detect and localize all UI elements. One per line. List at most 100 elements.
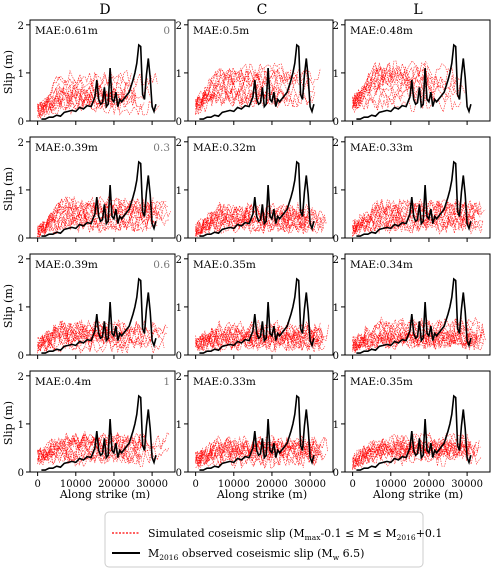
panel-frame: [187, 19, 334, 122]
mae-label: MAE:0.61m: [35, 25, 98, 37]
simulated-slip-line: [37, 335, 165, 355]
panel-frame: [29, 370, 176, 473]
panel-c-row-3: 0 1 2 0 10000 20000 30000 MAE:0.33m: [176, 370, 334, 490]
simulated-slip-line: [37, 435, 142, 465]
simulated-slip-line: [195, 215, 313, 238]
simulated-slip-line: [37, 214, 155, 238]
panel-c-row-2: 0 1 2 MAE:0.35m: [176, 253, 334, 362]
y-tick-label: 1: [18, 69, 24, 80]
simulated-slip-line: [352, 331, 473, 354]
panel-frame: [29, 19, 176, 122]
simulated-slip-line: [37, 336, 142, 355]
simulated-slip-line: [352, 71, 411, 109]
mae-label: MAE:0.39m: [35, 259, 98, 271]
x-tick-label: 0: [34, 479, 40, 490]
simulated-slip-line: [195, 89, 316, 115]
mae-label: MAE:0.33m: [350, 142, 413, 154]
y-tick-label: 2: [333, 255, 339, 266]
y-tick-label: 2: [18, 138, 24, 149]
xlabel-col-c: Along strike (m): [216, 488, 307, 501]
simulated-slip-line: [37, 446, 170, 465]
y-tick-label: 1: [176, 69, 182, 80]
row-tag-label: 0.6: [153, 259, 170, 271]
y-tick-label: 1: [176, 186, 182, 197]
simulated-slip-line: [195, 451, 324, 470]
panel-d-row-1: 0 1 2 MAE:0.39m 0.3: [18, 136, 176, 245]
simulated-slip-line: [37, 90, 136, 116]
x-tick-label: 30000: [451, 479, 483, 490]
simulated-slip-line: [37, 449, 151, 468]
observed-slip-line: [199, 394, 315, 471]
observed-slip-line: [356, 277, 472, 354]
simulated-slip-line: [352, 213, 476, 232]
panel-d-row-2: 0 1 2 MAE:0.39m 0.6: [18, 253, 176, 362]
simulated-slip-line: [37, 200, 169, 234]
y-tick-label: 0: [176, 468, 182, 479]
observed-slip-line: [41, 43, 157, 120]
simulated-slip-line: [195, 437, 312, 467]
simulated-slip-line: [37, 90, 92, 117]
observed-slip-line: [41, 160, 157, 237]
simulated-slip-line: [352, 67, 462, 107]
simulated-slip-line: [37, 204, 171, 238]
y-tick-label: 2: [176, 21, 182, 32]
simulated-slip-line: [352, 210, 484, 234]
simulated-slip-line: [352, 74, 455, 108]
simulated-slip-line: [352, 331, 478, 352]
simulated-slip-line: [195, 91, 313, 113]
y-tick-label: 1: [18, 186, 24, 197]
y-tick-label: 0: [333, 468, 339, 479]
mae-label: MAE:0.32m: [193, 142, 256, 154]
simulated-slip-line: [195, 434, 329, 462]
simulated-slip-line: [195, 67, 321, 104]
simulated-slip-line: [195, 449, 327, 467]
ylabel-row-2: Slip (m): [2, 284, 15, 328]
simulated-slip-line: [37, 212, 158, 235]
x-tick-label: 0: [192, 479, 198, 490]
simulated-slip-line: [37, 431, 170, 463]
y-tick-label: 1: [176, 303, 182, 314]
simulated-slip-line: [37, 333, 143, 351]
panel-l-row-3: 0 1 2 0 10000 20000 30000 MAE:0.35m: [333, 370, 491, 490]
simulated-slip-line: [195, 78, 315, 111]
y-tick-label: 0: [18, 117, 24, 128]
y-tick-label: 1: [18, 303, 24, 314]
panel-d-row-0: 0 1 2 MAE:0.61m 0: [18, 19, 176, 128]
legend-box: [104, 511, 424, 568]
simulated-slip-line: [195, 443, 320, 463]
x-tick-label: 30000: [294, 479, 326, 490]
simulated-slip-line: [352, 439, 471, 466]
simulated-slip-line: [352, 75, 459, 109]
simulated-slip-line: [352, 75, 433, 109]
simulated-slip-line: [37, 210, 169, 236]
panel-c-row-1: 0 1 2 MAE:0.32m: [176, 136, 334, 245]
simulated-slip-line: [352, 216, 477, 236]
y-tick-label: 0: [176, 117, 182, 128]
simulated-slip-line: [352, 331, 478, 351]
simulated-slip-line: [195, 215, 316, 235]
simulated-slip-line: [195, 203, 313, 235]
simulated-slip-line: [352, 60, 428, 102]
simulated-slip-line: [195, 320, 322, 351]
simulated-slip-line: [352, 217, 483, 237]
y-tick-label: 1: [333, 420, 339, 431]
y-tick-label: 1: [333, 186, 339, 197]
y-tick-label: 0: [18, 468, 24, 479]
simulated-slip-line: [352, 329, 479, 350]
simulated-slip-line: [37, 328, 168, 346]
simulated-slip-line: [37, 319, 139, 347]
y-tick-label: 2: [333, 372, 339, 383]
simulated-slip-line: [352, 64, 433, 109]
column-title-c: C: [257, 2, 268, 18]
simulated-slip-line: [37, 208, 166, 233]
y-tick-label: 1: [333, 303, 339, 314]
legend: Simulated coseismic slip (Mmax-0.1 ≤ M ≤…: [104, 511, 442, 568]
simulated-slip-line: [195, 326, 328, 350]
simulated-slip-line: [352, 80, 466, 110]
simulated-slip-line: [37, 331, 137, 353]
simulated-slip-line: [37, 321, 161, 354]
y-tick-label: 2: [18, 255, 24, 266]
observed-slip-line: [199, 160, 315, 237]
